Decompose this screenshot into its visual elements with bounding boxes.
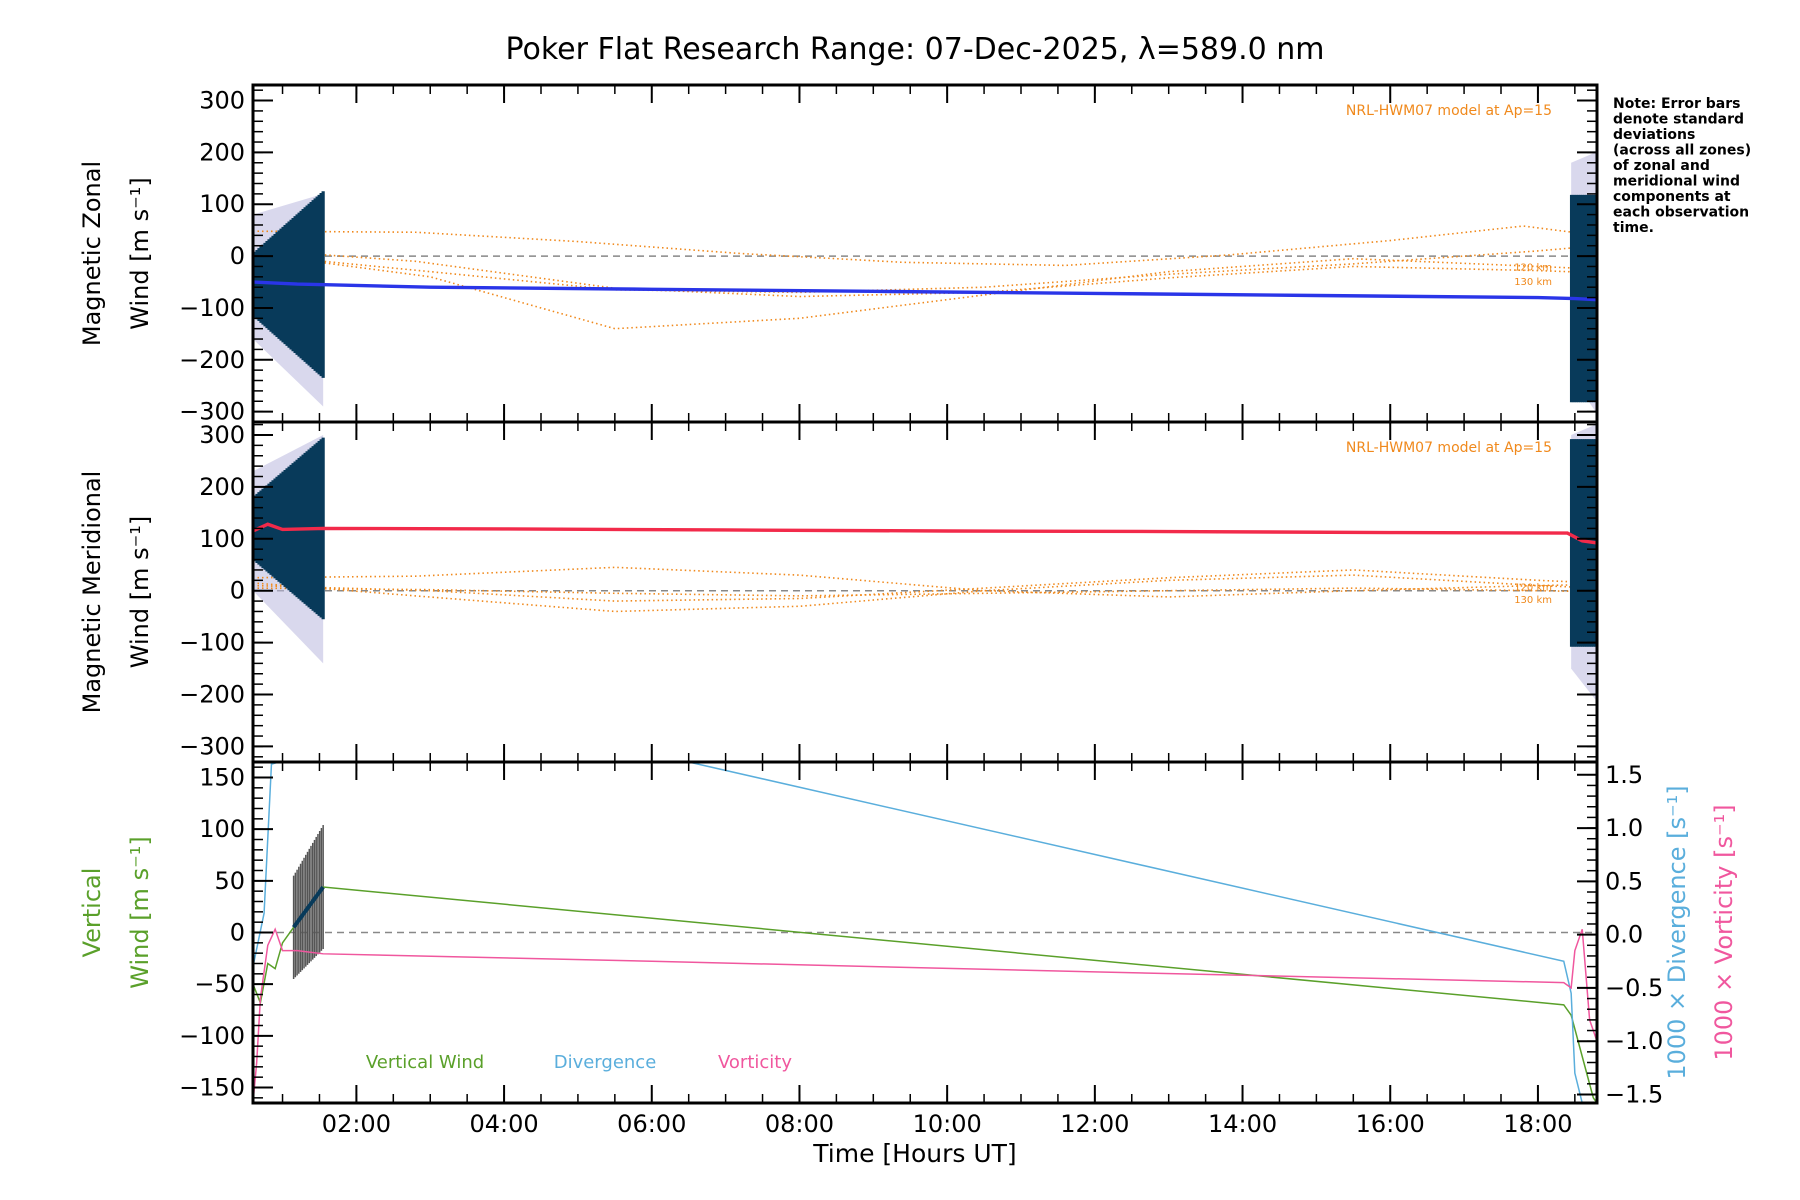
y2-tick-label: 0.0	[1605, 921, 1643, 949]
zonal-ylabel-line1: Magnetic Zonal	[78, 161, 106, 346]
note-line: Note: Error bars	[1613, 96, 1740, 112]
vertical-ylabel-line1: Vertical	[78, 868, 106, 958]
y2-tick-label: 1.5	[1605, 761, 1643, 789]
zonal-model-curve-2	[253, 249, 1597, 298]
y2-tick-label: 1.0	[1605, 814, 1643, 842]
meridional-y-tick-label: 300	[199, 421, 245, 449]
note-line: (across all zones)	[1613, 143, 1751, 159]
x-tick-label: 12:00	[1060, 1110, 1129, 1138]
data-layer	[253, 152, 1597, 1103]
vorticity-axis-label: 1000 × Vorticity [s⁻¹]	[1710, 804, 1738, 1060]
x-tick-label: 18:00	[1503, 1110, 1572, 1138]
meridional-y-tick-label: 200	[199, 473, 245, 501]
vertical-y-tick-label: −50	[194, 970, 245, 998]
note-line: time.	[1613, 220, 1654, 236]
vertical-ylabel-line2: Wind [m s⁻¹]	[126, 836, 154, 988]
zonal-y-tick-label: −200	[179, 346, 245, 374]
meridional-model-label: NRL-HWM07 model at Ap=15	[1346, 440, 1552, 456]
vertical-wind-mean-marker	[292, 885, 325, 929]
vorticity-line	[253, 927, 1597, 1103]
meridional-y-tick-label: −200	[179, 681, 245, 709]
meridional-y-tick-label: 0	[230, 577, 245, 605]
vertical-y-tick-label: 50	[214, 867, 245, 895]
meridional-y-tick-label: 100	[199, 525, 245, 553]
meridional-ylabel-line2: Wind [m s⁻¹]	[126, 516, 154, 668]
vertical-y-tick-label: 100	[199, 815, 245, 843]
x-tick-label: 08:00	[765, 1110, 834, 1138]
vertical-y-tick-label: 0	[230, 919, 245, 947]
legend-vertical-wind: Vertical Wind	[366, 1052, 484, 1073]
meridional-model-curve-3	[253, 569, 1597, 602]
zonal-model-label: NRL-HWM07 model at Ap=15	[1346, 103, 1552, 119]
zonal-y-tick-label: 200	[199, 138, 245, 166]
x-tick-label: 02:00	[322, 1110, 391, 1138]
zonal-y-tick-label: 300	[199, 87, 245, 115]
x-axis-label: Time [Hours UT]	[812, 1139, 1016, 1168]
zonal-frame	[251, 83, 1599, 424]
zonal-km-label-2: 130 km	[1514, 277, 1552, 288]
x-tick-label: 04:00	[469, 1110, 538, 1138]
legend-vorticity: Vorticity	[718, 1052, 792, 1073]
meridional-km-label-1: 120 km	[1514, 583, 1552, 594]
zonal-ylabel-line2: Wind [m s⁻¹]	[126, 177, 154, 329]
note-line: each observation	[1613, 205, 1749, 221]
y2-tick-label: −0.5	[1605, 974, 1663, 1002]
zonal-km-label-1: 120 km	[1514, 262, 1552, 273]
divergence-axis-label: 1000 × Divergence [s⁻¹]	[1663, 785, 1691, 1079]
zonal-plot-area	[253, 152, 1597, 412]
x-tick-label: 16:00	[1356, 1110, 1425, 1138]
meridional-y-tick-label: −100	[179, 629, 245, 657]
zonal-y-tick-label: 100	[199, 190, 245, 218]
chart-title: Poker Flat Research Range: 07-Dec-2025, …	[506, 32, 1325, 67]
legend-divergence: Divergence	[554, 1052, 657, 1073]
vertical-plot-area	[253, 762, 1597, 1103]
x-tick-label: 10:00	[913, 1110, 982, 1138]
vertical-y-tick-label: 150	[199, 764, 245, 792]
meridional-model-curve-1	[253, 566, 1597, 598]
zonal-wind-line	[253, 280, 1597, 302]
zonal-model-curve-1	[253, 225, 1597, 267]
meridional-plot-area	[253, 424, 1597, 700]
note-line: of zonal and	[1613, 158, 1710, 174]
note-line: denote standard	[1613, 112, 1744, 128]
meridional-km-label-2: 130 km	[1514, 595, 1552, 606]
zonal-y-tick-label: −100	[179, 294, 245, 322]
meridional-y-tick-label: −300	[179, 732, 245, 760]
zonal-y-tick-label: −300	[179, 398, 245, 426]
divergence-line	[253, 762, 1597, 1103]
y2-tick-label: 0.5	[1605, 867, 1643, 895]
y2-tick-label: −1.0	[1605, 1027, 1663, 1055]
x-tick-label: 06:00	[617, 1110, 686, 1138]
meridional-model-curve-4	[253, 587, 1597, 597]
note-line: meridional wind	[1613, 174, 1740, 190]
x-tick-label: 14:00	[1208, 1110, 1277, 1138]
note-line: components at	[1613, 189, 1731, 205]
zonal-y-tick-label: 0	[230, 242, 245, 270]
meridional-ylabel-line1: Magnetic Meridional	[78, 471, 106, 714]
note-line: deviations	[1613, 127, 1695, 143]
y2-tick-label: −1.5	[1605, 1080, 1663, 1108]
meridional-model-curve-2	[253, 574, 1597, 613]
meridional-wind-line	[253, 522, 1597, 545]
vertical-y-tick-label: −100	[179, 1022, 245, 1050]
zonal-model-curve-4	[253, 244, 1597, 294]
vertical-y-tick-label: −150	[179, 1074, 245, 1102]
meridional-frame	[251, 420, 1599, 764]
